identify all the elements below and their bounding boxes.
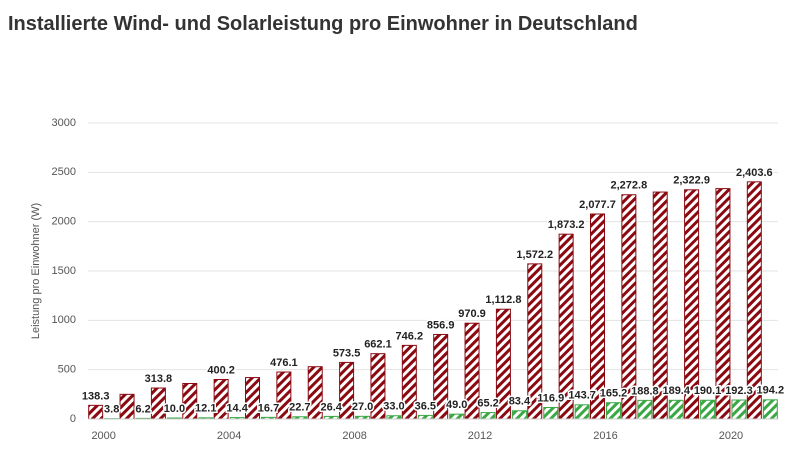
bar (700, 399, 716, 420)
value-label: 83.4 (509, 396, 531, 408)
value-label: 3.8 (104, 404, 119, 416)
x-tick-label: 2004 (217, 430, 241, 442)
y-tick-label: 3000 (52, 117, 76, 129)
bar (88, 404, 104, 420)
value-label: 970.9 (458, 308, 486, 320)
bar (417, 414, 433, 420)
value-label: 662.1 (364, 339, 392, 351)
bar (668, 399, 684, 420)
y-tick-label: 2500 (52, 166, 76, 178)
bar (543, 406, 559, 420)
bar (731, 399, 747, 420)
y-tick-label: 1000 (52, 314, 76, 326)
value-label: 33.0 (383, 401, 404, 413)
y-tick-label: 0 (70, 413, 76, 425)
value-label: 2,322.9 (673, 175, 710, 187)
value-label: 856.9 (427, 319, 455, 331)
value-label: 36.5 (415, 400, 436, 412)
value-label: 26.4 (321, 401, 343, 413)
value-label: 192.3 (725, 385, 753, 397)
bar (449, 413, 465, 420)
value-label: 476.1 (270, 357, 298, 369)
value-label: 14.4 (226, 402, 248, 414)
y-tick-label: 1500 (52, 265, 76, 277)
value-label: 65.2 (477, 397, 498, 409)
y-tick-label: 500 (58, 364, 76, 376)
value-label: 16.7 (258, 402, 279, 414)
value-label: 1,873.2 (548, 219, 585, 231)
value-label: 116.9 (537, 392, 564, 404)
value-label: 6.2 (135, 403, 150, 415)
value-label: 143.7 (568, 390, 596, 402)
value-label: 1,572.2 (516, 249, 553, 261)
value-label: 12.1 (195, 403, 216, 415)
bar (606, 402, 621, 420)
y-axis-label: Leistung pro Einwohner (W) (30, 203, 42, 339)
bar (480, 412, 496, 420)
bar (746, 181, 762, 420)
value-label: 573.5 (333, 347, 361, 359)
value-label: 194.2 (757, 385, 785, 397)
value-label: 138.3 (82, 390, 110, 402)
value-label: 2,077.7 (579, 199, 616, 211)
value-label: 49.0 (446, 399, 467, 411)
value-label: 400.2 (207, 364, 235, 376)
value-label: 313.8 (145, 373, 173, 385)
value-label: 746.2 (396, 330, 424, 342)
bar (637, 399, 653, 420)
bar (511, 410, 527, 420)
y-tick-label: 2000 (52, 216, 76, 228)
value-label: 2,403.6 (736, 167, 773, 179)
value-label: 1,112.8 (485, 294, 521, 306)
bar (762, 399, 778, 420)
value-label: 190.1 (694, 385, 722, 397)
chart-title: Installierte Wind- und Solarleistung pro… (8, 13, 638, 35)
value-label: 188.8 (631, 385, 659, 397)
x-tick-label: 2012 (468, 430, 492, 442)
bar (574, 404, 590, 420)
x-tick-label: 2008 (342, 430, 366, 442)
value-label: 189.4 (662, 385, 690, 397)
value-label: 22.7 (289, 402, 310, 414)
x-tick-label: 2016 (593, 430, 617, 442)
value-label: 2,272.8 (611, 180, 648, 192)
x-tick-label: 2020 (719, 430, 743, 442)
bar (119, 393, 135, 420)
value-label: 10.0 (164, 403, 185, 415)
x-tick-label: 2000 (91, 430, 115, 442)
value-label: 27.0 (352, 401, 373, 413)
value-label: 165.2 (600, 388, 628, 400)
